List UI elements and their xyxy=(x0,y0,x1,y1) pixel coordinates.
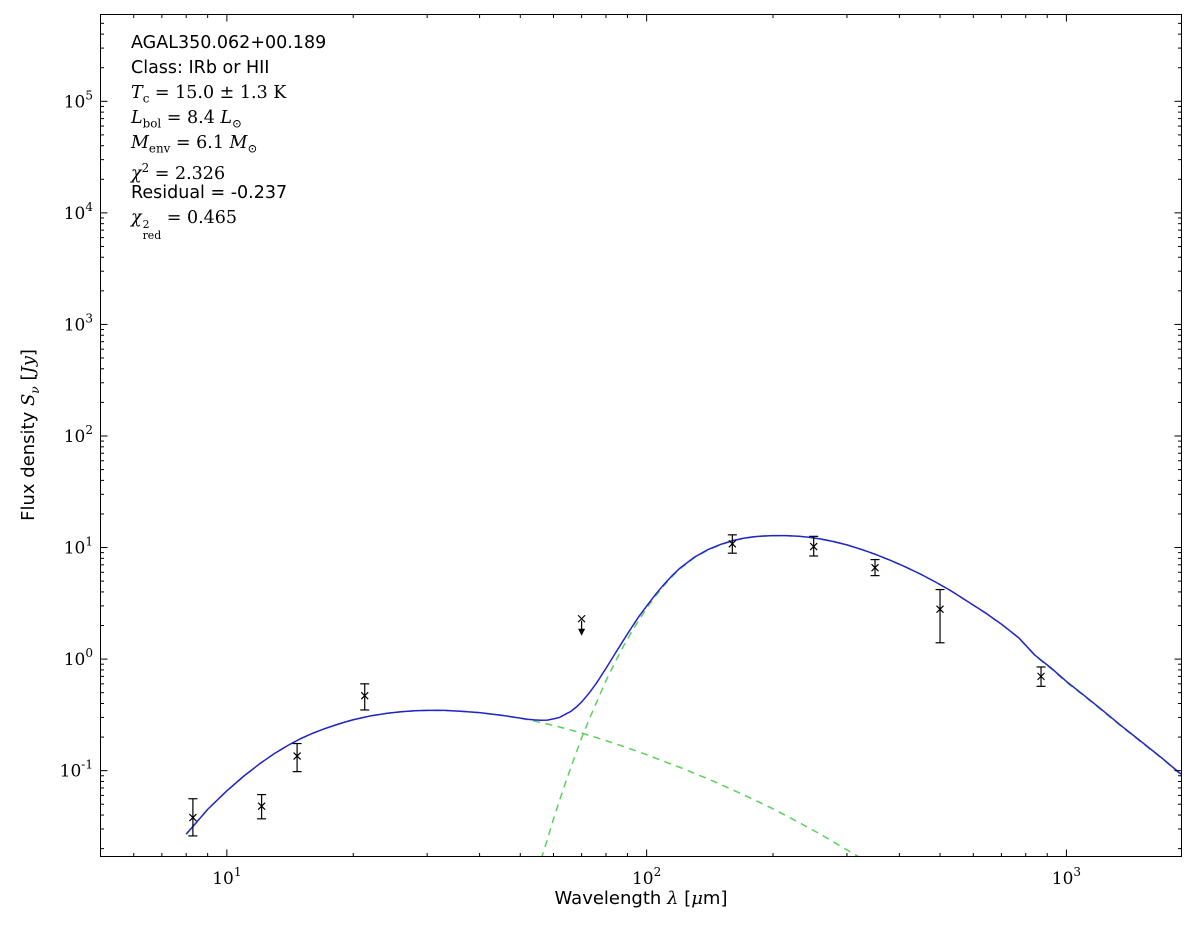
annotation-line: χ 2 red = 0.465 xyxy=(131,208,238,242)
total-model-curve xyxy=(185,534,1182,835)
annotation-line: χ2 = 2.326 xyxy=(131,161,226,184)
y-axis-label: Flux density Sν [Jy] xyxy=(18,349,42,521)
cold-component-curve xyxy=(541,534,1182,857)
annotation-line: Menv = 6.1 M⊙ xyxy=(131,133,258,156)
tick-labels: 101 102 103 10-1 100 101 102 103 104 105 xyxy=(60,88,1081,889)
annotation-line: AGAL350.062+00.189 xyxy=(131,33,327,53)
svg-text:101: 101 xyxy=(212,865,241,889)
x-axis-label: Wavelength λ [μm] xyxy=(554,888,728,909)
svg-text:100: 100 xyxy=(64,646,93,670)
axis-ticks xyxy=(100,14,1182,857)
svg-text:102: 102 xyxy=(64,423,93,447)
warm-component-curve xyxy=(185,709,860,857)
svg-text:103: 103 xyxy=(1052,865,1081,889)
svg-text:101: 101 xyxy=(64,535,93,559)
data-points xyxy=(188,534,1046,837)
svg-text:103: 103 xyxy=(64,311,93,335)
svg-text:102: 102 xyxy=(632,865,661,889)
model-curves xyxy=(185,534,1182,857)
annotation-block: AGAL350.062+00.189 Class: IRb or HII Tc = … xyxy=(131,31,327,242)
annotation-line: Class: IRb or HII xyxy=(131,58,270,78)
svg-text:104: 104 xyxy=(64,200,94,224)
annotation-line: Tc = 15.0 ± 1.3 K xyxy=(131,83,287,106)
svg-text:105: 105 xyxy=(64,88,93,112)
annotation-line: Residual = -0.237 xyxy=(131,183,288,203)
svg-text:10-1: 10-1 xyxy=(60,758,93,782)
annotation-line: Lbol = 8.4 L⊙ xyxy=(131,108,242,131)
